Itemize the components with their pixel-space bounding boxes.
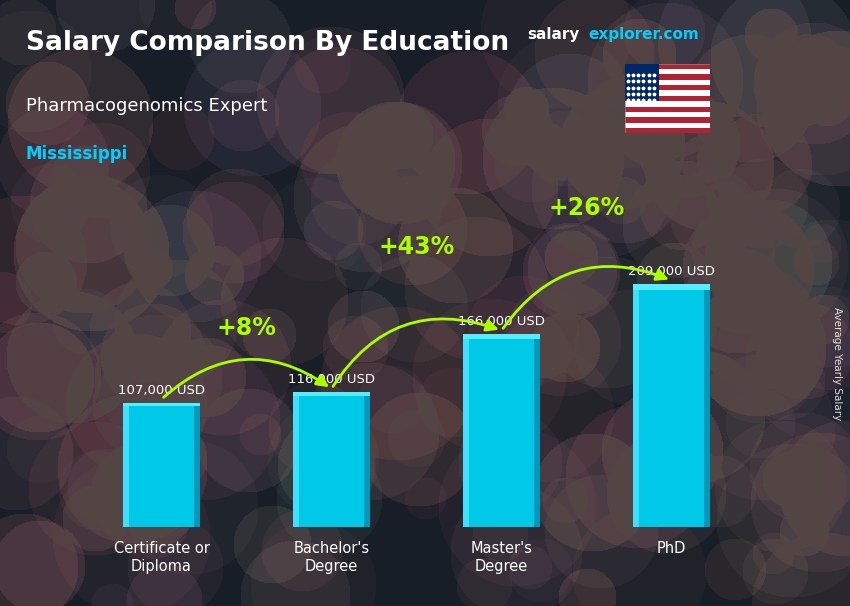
Bar xyxy=(534,334,540,527)
Bar xyxy=(194,403,200,527)
Bar xyxy=(123,403,200,406)
Bar xyxy=(625,75,710,80)
Bar xyxy=(625,112,710,117)
Text: +8%: +8% xyxy=(217,316,276,340)
Bar xyxy=(123,403,200,527)
Text: 107,000 USD: 107,000 USD xyxy=(118,384,205,397)
Bar xyxy=(463,334,540,339)
Bar xyxy=(633,284,639,527)
Bar xyxy=(625,85,710,90)
Bar xyxy=(625,107,710,112)
Bar xyxy=(625,96,710,101)
Bar xyxy=(625,117,710,122)
Bar xyxy=(364,392,370,527)
Bar xyxy=(625,90,710,96)
Bar xyxy=(625,64,710,69)
Text: 166,000 USD: 166,000 USD xyxy=(458,315,545,328)
Text: 209,000 USD: 209,000 USD xyxy=(628,265,715,278)
Bar xyxy=(704,284,710,527)
Bar xyxy=(633,284,710,527)
Bar xyxy=(463,334,469,527)
Bar xyxy=(633,284,710,290)
Bar xyxy=(625,80,710,85)
Text: Average Yearly Salary: Average Yearly Salary xyxy=(832,307,842,420)
Text: salary: salary xyxy=(527,27,580,42)
Bar xyxy=(463,334,540,527)
Text: 116,000 USD: 116,000 USD xyxy=(288,373,375,387)
Bar xyxy=(625,64,659,101)
Bar xyxy=(293,392,370,527)
Text: +26%: +26% xyxy=(548,196,625,221)
Bar xyxy=(293,392,370,396)
Bar xyxy=(625,101,710,107)
Text: Mississippi: Mississippi xyxy=(26,145,128,164)
Bar xyxy=(625,69,710,75)
Text: explorer.com: explorer.com xyxy=(588,27,699,42)
Bar xyxy=(625,128,710,133)
Text: Salary Comparison By Education: Salary Comparison By Education xyxy=(26,30,508,56)
Bar xyxy=(123,403,129,527)
Bar xyxy=(293,392,299,527)
Text: Pharmacogenomics Expert: Pharmacogenomics Expert xyxy=(26,97,267,115)
Bar xyxy=(625,122,710,128)
Text: +43%: +43% xyxy=(378,235,455,259)
